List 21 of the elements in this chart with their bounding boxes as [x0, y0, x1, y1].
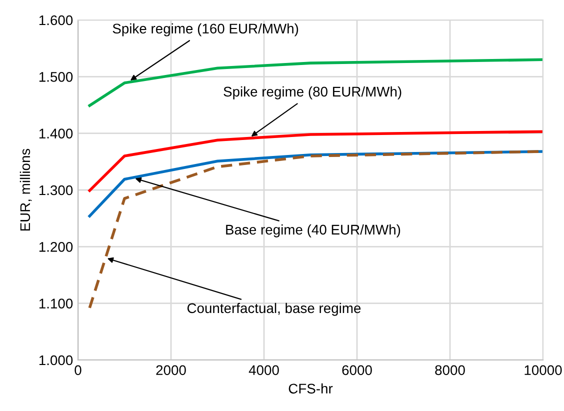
annotation: Spike regime (80 EUR/MWh)	[224, 86, 402, 100]
y-tick-label: 1.100	[39, 298, 73, 309]
x-tick-label: 4000	[248, 365, 279, 376]
annotation: Spike regime (160 EUR/MWh)	[112, 23, 298, 36]
y-tick-label: 1.600	[39, 15, 73, 26]
annotation: Counterfactual, base regime	[187, 302, 361, 316]
y-axis-title: EUR, millions	[20, 148, 32, 231]
annotation: Base regime (40 EUR/MWh)	[226, 224, 400, 238]
line-series	[88, 58, 543, 107]
x-tick-label: 6000	[342, 365, 372, 376]
x-tick-label: 8000	[435, 365, 465, 376]
x-tick-label: 2000	[156, 365, 186, 376]
x-tick-label: 10000	[524, 365, 562, 376]
y-tick-label: 1.400	[39, 128, 73, 139]
y-tick-label: 1.500	[39, 72, 73, 82]
y-tick-label: 1.300	[39, 185, 73, 196]
line-series	[88, 130, 543, 192]
y-tick-label: 1.000	[39, 355, 73, 366]
x-tick-label: 0	[74, 365, 82, 376]
y-tick-label: 1.200	[39, 242, 73, 252]
x-axis-title: CFS-hr	[288, 383, 333, 394]
